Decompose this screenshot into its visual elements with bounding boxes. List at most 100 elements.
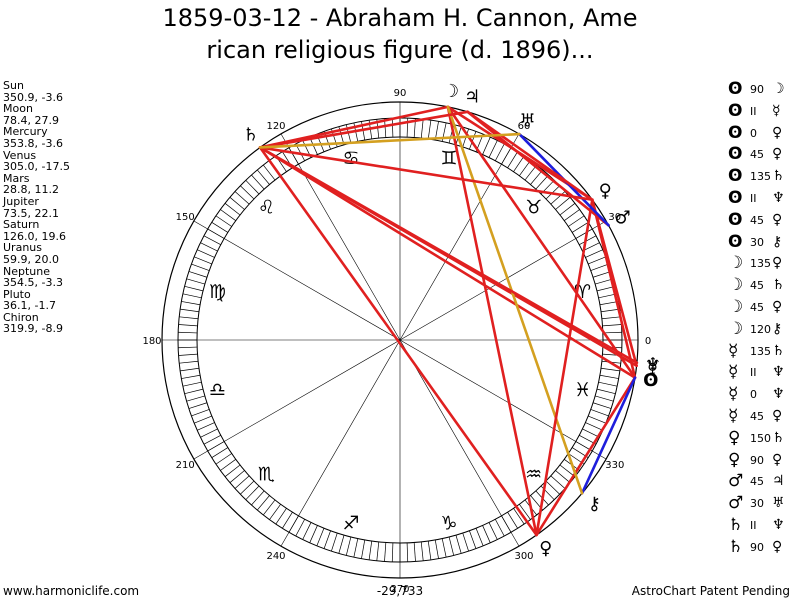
degree-label: 30	[608, 212, 621, 223]
degree-tick	[513, 155, 525, 172]
degree-tick	[545, 480, 560, 495]
chiron-icon: ⚷	[588, 494, 601, 515]
aspect-line	[446, 105, 584, 495]
mercury-icon: ☿	[647, 357, 658, 378]
aspect-planet-1-glyph: ʘ	[728, 187, 743, 208]
degree-tick	[200, 428, 218, 438]
degree-tick	[488, 140, 498, 158]
aspect-type: 45	[750, 213, 764, 227]
pisces-sign-icon: ♓	[574, 379, 591, 401]
degree-tick	[427, 540, 432, 560]
degree-tick	[188, 402, 208, 409]
aspect-row: ʘ 0 ♀	[728, 123, 798, 145]
degree-tick	[600, 367, 620, 372]
degree-tick	[559, 464, 576, 477]
degree-tick	[482, 525, 491, 543]
aspect-planet-2-glyph: ♀	[772, 211, 783, 228]
aspect-planet-1-glyph: ♂	[728, 493, 744, 514]
aspect-planet-2-glyph: ⚷	[772, 320, 783, 337]
degree-tick	[448, 536, 455, 556]
planet-coords: 305.0, -17.5	[3, 160, 70, 174]
degree-tick	[585, 249, 603, 258]
degree-tick	[182, 381, 202, 387]
footer-value: -29,733	[376, 584, 424, 598]
degree-tick	[240, 185, 255, 200]
degree-tick	[215, 453, 232, 465]
degree-tick	[588, 256, 606, 265]
aspect-row: ♂ 45 ♃	[728, 471, 798, 493]
house-line	[193, 220, 401, 341]
aspect-row: ♂ 30 ♅	[728, 493, 798, 515]
aspect-planet-2-glyph: ♆	[772, 364, 785, 381]
aspect-type: II	[750, 104, 757, 118]
degree-tick	[455, 535, 462, 554]
planet-coords: 353.8, -3.6	[3, 136, 63, 150]
degree-tick	[240, 480, 255, 495]
degree-tick	[475, 528, 484, 546]
aspect-planet-1-glyph: ʘ	[728, 231, 743, 252]
aspect-planet-1-glyph: ☽	[728, 253, 744, 274]
aspect-planet-1-glyph: ʘ	[728, 166, 743, 187]
aspect-line	[535, 198, 594, 537]
gemini-sign-icon: ♊	[440, 147, 457, 169]
degree-tick	[316, 528, 325, 546]
aspect-planet-2-glyph: ♄	[772, 342, 785, 359]
degree-tick	[434, 121, 439, 141]
aspect-planet-1-glyph: ʘ	[728, 100, 743, 121]
website-link[interactable]: www.harmoniclife.com	[3, 584, 140, 598]
planet-coords: 319.9, -8.9	[3, 322, 63, 336]
aspect-type: 90	[750, 453, 764, 467]
planet-position-list: Sun 350.9, -3.6 Moon 78.4, 27.9 Mercury 353.8…	[3, 80, 93, 335]
degree-label: 150	[176, 212, 195, 223]
degree-tick	[184, 285, 204, 292]
degree-tick	[257, 169, 270, 185]
aspect-type: 150	[750, 431, 771, 445]
aspect-type: 135	[750, 170, 771, 184]
aspect-planet-1-glyph: ʘ	[728, 79, 743, 99]
degree-tick	[441, 538, 447, 558]
aspect-line	[258, 105, 450, 149]
degree-tick	[211, 222, 229, 233]
aspect-line	[591, 198, 638, 368]
planet-coords: 350.9, -3.6	[3, 90, 63, 104]
degree-tick	[331, 532, 338, 552]
aspect-planet-1-glyph: ʘ	[728, 144, 743, 165]
degree-tick	[592, 271, 612, 278]
planet-name: Sun	[3, 79, 24, 92]
planet-coords: 28.8, 11.2	[3, 183, 59, 197]
degree-tick	[234, 191, 250, 205]
degree-tick	[302, 522, 312, 540]
house-line	[399, 339, 607, 460]
degree-tick	[191, 409, 210, 417]
aspect-line	[258, 146, 639, 365]
aspect-type: 30	[750, 235, 764, 249]
degree-tick	[582, 428, 600, 438]
degree-tick	[564, 209, 580, 221]
degree-tick	[220, 209, 236, 221]
aspect-line	[580, 376, 637, 495]
aspect-planet-2-glyph: ♀	[772, 538, 783, 555]
degree-label: 120	[266, 121, 285, 132]
aspect-line	[466, 110, 610, 227]
aspect-line	[258, 146, 594, 202]
degree-label: 180	[142, 336, 161, 347]
mars-icon: ♂	[615, 208, 631, 229]
degree-tick	[579, 235, 597, 246]
degree-tick	[338, 535, 345, 554]
planet-name: Mercury	[3, 125, 48, 139]
aspect-planet-2-glyph: ♄	[772, 168, 785, 185]
degree-tick	[513, 508, 525, 525]
aspect-type: 45	[750, 300, 764, 314]
patent-notice: AstroChart Patent Pending	[631, 584, 790, 598]
degree-tick	[368, 540, 373, 560]
degree-tick	[391, 118, 394, 138]
aspect-line	[258, 132, 521, 149]
neptune-icon: ♆	[645, 354, 661, 375]
degree-tick	[592, 402, 612, 409]
degree-tick	[524, 164, 537, 181]
aspect-planet-2-glyph: ♀	[772, 407, 783, 424]
scorpio-sign-icon: ♏	[258, 464, 275, 486]
aspect-planet-2-glyph: ⚷	[772, 233, 783, 250]
degree-tick	[600, 308, 620, 313]
aspect-planet-2-glyph: ♄	[772, 277, 785, 294]
